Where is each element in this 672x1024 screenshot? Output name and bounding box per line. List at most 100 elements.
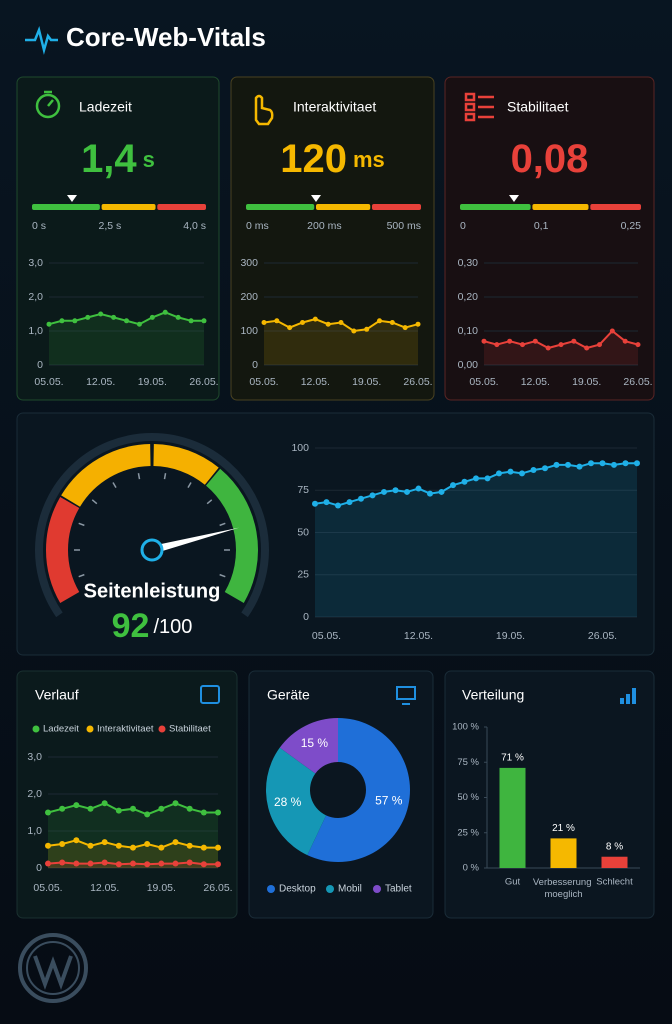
- point: [530, 466, 537, 473]
- legend-swatch: [86, 725, 94, 733]
- x-tick-label: 12.05.: [86, 376, 115, 388]
- y-tick-label: 75: [297, 484, 309, 496]
- legend-swatch: [373, 885, 381, 893]
- gauge-tick: [219, 522, 226, 527]
- point: [101, 859, 108, 866]
- point: [144, 840, 151, 847]
- scale-label: 0,25: [621, 220, 642, 232]
- rating-segment: [316, 204, 371, 210]
- point: [87, 860, 94, 867]
- point: [186, 859, 193, 866]
- kpi-value: 120 ms: [280, 137, 385, 181]
- point: [186, 805, 193, 812]
- point: [59, 840, 66, 847]
- point: [130, 844, 136, 851]
- y-tick-label: 1,0: [28, 325, 43, 337]
- gauge-hub: [140, 538, 164, 562]
- point: [325, 321, 331, 327]
- x-tick-label: 26.05.: [203, 882, 232, 894]
- point: [473, 475, 479, 482]
- point: [87, 842, 94, 849]
- point: [73, 802, 80, 809]
- x-tick-line: Verbesserung: [533, 877, 594, 888]
- gauge-tick: [78, 573, 85, 578]
- point: [59, 859, 66, 866]
- point: [358, 495, 364, 502]
- point: [335, 502, 341, 509]
- point: [576, 463, 583, 470]
- x-tick-line: moeglich: [544, 889, 582, 900]
- point: [338, 320, 344, 325]
- point: [200, 861, 207, 868]
- point: [415, 485, 422, 492]
- area: [315, 463, 637, 617]
- point: [158, 805, 165, 812]
- area: [48, 803, 218, 868]
- card-title: Verteilung: [462, 687, 524, 703]
- point: [584, 345, 590, 351]
- x-tick-label: 26.05.: [189, 376, 218, 388]
- rating-marker: [509, 195, 519, 202]
- pie-label: 15 %: [301, 736, 329, 750]
- point: [312, 500, 318, 507]
- point: [634, 460, 640, 467]
- point: [323, 499, 330, 506]
- card-label: Ladezeit: [79, 99, 132, 115]
- point: [609, 328, 615, 334]
- hand-icon: [254, 94, 274, 126]
- y-tick-label: 50 %: [457, 792, 479, 803]
- point: [85, 314, 91, 320]
- point: [158, 844, 165, 851]
- y-tick-label: 3,0: [27, 751, 42, 763]
- point: [200, 809, 207, 816]
- bar-value-label: 71 %: [501, 753, 524, 764]
- gauge-tick: [78, 522, 85, 527]
- x-tick-label: Schlecht: [596, 877, 633, 888]
- point: [73, 860, 80, 867]
- point: [571, 338, 577, 344]
- x-tick-label: 19.05.: [572, 376, 601, 388]
- point: [346, 499, 353, 506]
- y-tick-label: 100 %: [452, 722, 479, 733]
- legend-label: Ladezeit: [43, 724, 79, 735]
- point: [484, 475, 491, 482]
- point: [215, 809, 221, 816]
- point: [351, 328, 357, 334]
- card: [16, 76, 220, 401]
- kpi-number: 120: [280, 137, 347, 181]
- point: [392, 487, 399, 494]
- gauge-band: [46, 497, 80, 603]
- point: [369, 492, 376, 499]
- card: [444, 76, 655, 401]
- gauge-tick: [163, 473, 167, 480]
- x-tick-label: 05.05.: [312, 630, 341, 642]
- point: [364, 326, 370, 332]
- point: [545, 345, 551, 351]
- point: [136, 321, 142, 327]
- x-tick-label: 05.05.: [469, 376, 498, 388]
- gauge-tick: [219, 573, 226, 578]
- point: [45, 842, 51, 849]
- point: [158, 860, 165, 867]
- point: [149, 314, 155, 320]
- gauge-max: /100: [153, 616, 192, 638]
- point: [438, 488, 445, 495]
- x-tick-label: 19.05.: [138, 376, 167, 388]
- pie-slice: [307, 718, 410, 862]
- area: [49, 312, 204, 365]
- scale-label: 0: [460, 220, 466, 232]
- card-label: Interaktivitaet: [293, 99, 376, 115]
- point: [59, 805, 66, 812]
- x-tick-label: 26.05.: [623, 376, 652, 388]
- kpi-unit: s: [143, 147, 155, 172]
- scale-label: 200 ms: [307, 220, 341, 232]
- bar: [499, 767, 526, 868]
- point: [415, 321, 421, 327]
- point: [588, 460, 594, 467]
- point: [496, 470, 502, 477]
- point: [172, 860, 179, 867]
- point: [115, 807, 122, 814]
- point: [427, 490, 433, 497]
